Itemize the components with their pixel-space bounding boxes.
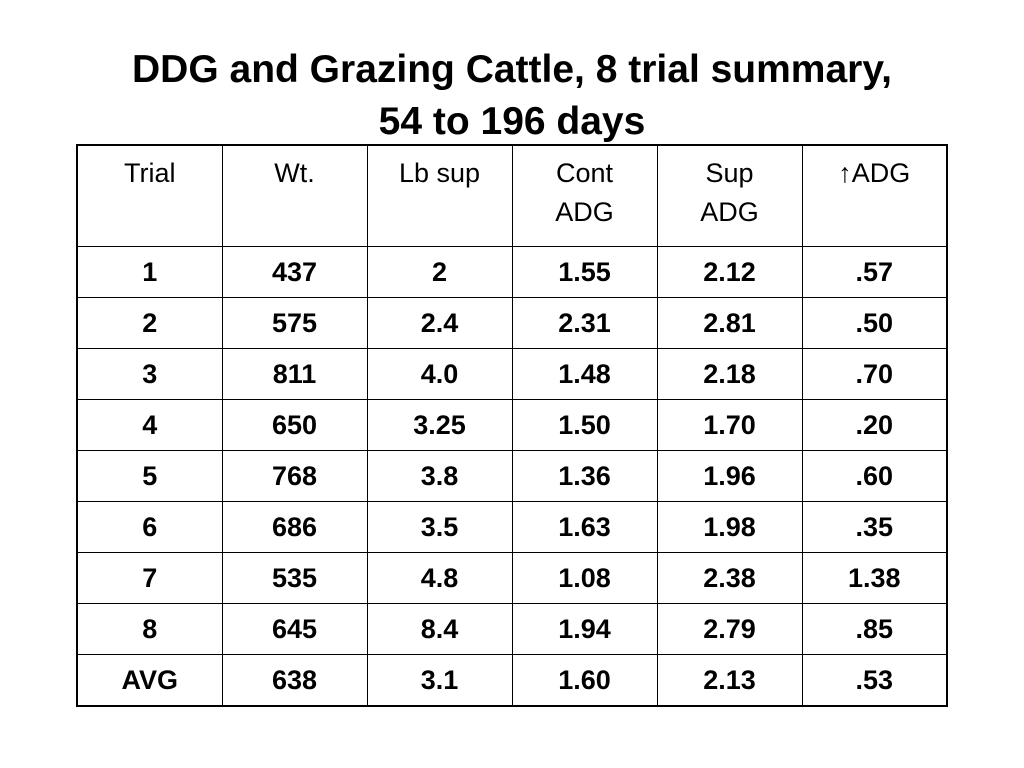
cell-wt: 686 — [221, 501, 368, 553]
header-sup-adg-line-1: Sup — [705, 158, 754, 188]
table-row-average: AVG 638 3.1 1.60 2.13 .53 — [76, 654, 948, 707]
slide-title-line-2: 54 to 196 days — [378, 100, 646, 143]
cell-sup-adg: 2.38 — [656, 552, 803, 604]
cell-trial: 2 — [76, 297, 223, 349]
cell-sup-adg: 2.81 — [656, 297, 803, 349]
cell-increase-adg: 1.38 — [801, 552, 948, 604]
cell-cont-adg: 1.50 — [511, 399, 658, 451]
cell-wt: 811 — [221, 348, 368, 400]
cell-trial: 6 — [76, 501, 223, 553]
table-row: 6 686 3.5 1.63 1.98 .35 — [76, 501, 948, 553]
cell-sup-adg: 1.96 — [656, 450, 803, 502]
cell-increase-adg: .70 — [801, 348, 948, 400]
cell-lb-sup: 3.1 — [366, 654, 513, 707]
cell-cont-adg: 1.55 — [511, 246, 658, 298]
cell-wt: 437 — [221, 246, 368, 298]
trial-summary-table: Trial Wt. Lb sup Cont ADG Sup ADG ↑ADG — [76, 144, 948, 707]
header-trial-line-1: Trial — [124, 158, 176, 188]
slide-title-line-1: DDG and Grazing Cattle, 8 trial summary, — [132, 48, 892, 91]
table-row: 2 575 2.4 2.31 2.81 .50 — [76, 297, 948, 349]
header-sup-adg: Sup ADG — [656, 144, 803, 247]
table-header-row: Trial Wt. Lb sup Cont ADG Sup ADG ↑ADG — [76, 144, 948, 247]
cell-wt: 638 — [221, 654, 368, 707]
cell-lb-sup: 3.25 — [366, 399, 513, 451]
cell-trial: 4 — [76, 399, 223, 451]
cell-trial: 8 — [76, 603, 223, 655]
header-increase-adg-line-1: ↑ADG — [838, 158, 911, 188]
cell-lb-sup: 4.8 — [366, 552, 513, 604]
cell-cont-adg: 1.60 — [511, 654, 658, 707]
cell-lb-sup: 2.4 — [366, 297, 513, 349]
header-sup-adg-line-2: ADG — [700, 197, 759, 227]
header-cont-adg-line-1: Cont — [555, 158, 614, 188]
cell-cont-adg: 1.08 — [511, 552, 658, 604]
cell-cont-adg: 2.31 — [511, 297, 658, 349]
cell-sup-adg: 2.12 — [656, 246, 803, 298]
header-lb-sup-line-1: Lb sup — [398, 158, 481, 188]
cell-lb-sup: 4.0 — [366, 348, 513, 400]
cell-lb-sup: 2 — [366, 246, 513, 298]
header-cont-adg-line-2: ADG — [555, 197, 614, 227]
header-wt-line-1: Wt. — [274, 158, 315, 188]
cell-wt: 645 — [221, 603, 368, 655]
header-lb-sup: Lb sup — [366, 144, 513, 247]
cell-increase-adg: .20 — [801, 399, 948, 451]
cell-lb-sup: 3.5 — [366, 501, 513, 553]
cell-wt: 650 — [221, 399, 368, 451]
cell-trial: 5 — [76, 450, 223, 502]
cell-sup-adg: 2.13 — [656, 654, 803, 707]
cell-cont-adg: 1.94 — [511, 603, 658, 655]
header-trial: Trial — [76, 144, 223, 247]
cell-trial: 1 — [76, 246, 223, 298]
table-row: 4 650 3.25 1.50 1.70 .20 — [76, 399, 948, 451]
cell-increase-adg: .53 — [801, 654, 948, 707]
cell-cont-adg: 1.48 — [511, 348, 658, 400]
header-wt: Wt. — [221, 144, 368, 247]
cell-sup-adg: 1.70 — [656, 399, 803, 451]
cell-cont-adg: 1.36 — [511, 450, 658, 502]
header-cont-adg: Cont ADG — [511, 144, 658, 247]
table-row: 5 768 3.8 1.36 1.96 .60 — [76, 450, 948, 502]
cell-wt: 768 — [221, 450, 368, 502]
cell-increase-adg: .85 — [801, 603, 948, 655]
cell-lb-sup: 8.4 — [366, 603, 513, 655]
table-row: 1 437 2 1.55 2.12 .57 — [76, 246, 948, 298]
table-row: 3 811 4.0 1.48 2.18 .70 — [76, 348, 948, 400]
cell-increase-adg: .35 — [801, 501, 948, 553]
header-increase-adg: ↑ADG — [801, 144, 948, 247]
cell-cont-adg: 1.63 — [511, 501, 658, 553]
cell-trial: 7 — [76, 552, 223, 604]
slide-title: DDG and Grazing Cattle, 8 trial summary,… — [0, 44, 1024, 148]
cell-wt: 575 — [221, 297, 368, 349]
cell-increase-adg: .57 — [801, 246, 948, 298]
cell-sup-adg: 1.98 — [656, 501, 803, 553]
cell-wt: 535 — [221, 552, 368, 604]
cell-sup-adg: 2.18 — [656, 348, 803, 400]
cell-trial: AVG — [76, 654, 223, 707]
cell-sup-adg: 2.79 — [656, 603, 803, 655]
table-row: 8 645 8.4 1.94 2.79 .85 — [76, 603, 948, 655]
cell-increase-adg: .60 — [801, 450, 948, 502]
cell-trial: 3 — [76, 348, 223, 400]
cell-increase-adg: .50 — [801, 297, 948, 349]
table-row: 7 535 4.8 1.08 2.38 1.38 — [76, 552, 948, 604]
cell-lb-sup: 3.8 — [366, 450, 513, 502]
